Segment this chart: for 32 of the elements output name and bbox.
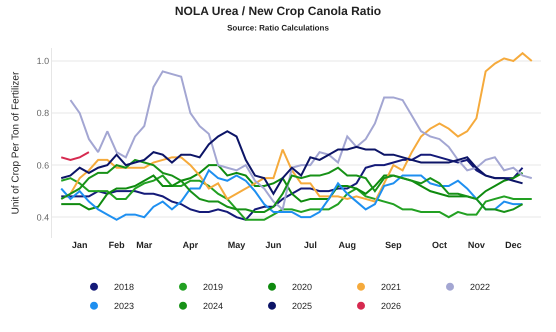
chart-title: NOLA Urea / New Crop Canola Ratio (174, 4, 382, 18)
legend-label: 2023 (114, 301, 134, 312)
y-tick-label: 0.8 (36, 108, 50, 118)
y-tick-label: 1.0 (36, 56, 50, 66)
legend-label: 2021 (381, 282, 402, 292)
x-tick-label: May (228, 240, 246, 250)
x-tick-label: Oct (432, 240, 448, 250)
legend-label: 2022 (470, 282, 490, 292)
line-series (60, 154, 524, 221)
legend-label: 2024 (203, 301, 224, 312)
legend-label: 2019 (203, 282, 224, 292)
x-tick-label: Jul (304, 240, 317, 250)
legend-label: 2026 (381, 301, 402, 312)
x-tick-label: Jan (72, 240, 88, 250)
x-tick-label: Dec (505, 240, 522, 250)
x-tick-label: Aug (338, 240, 356, 250)
legend-label: 2025 (292, 301, 312, 312)
x-tick-label: Sep (385, 240, 402, 250)
x-tick-label: Jun (265, 240, 282, 250)
legend-label: 2020 (292, 282, 312, 292)
line-series (60, 130, 524, 195)
x-tick-label: Apr (182, 240, 199, 250)
line-series (69, 70, 533, 210)
line-series (69, 52, 533, 203)
chart-subtitle: Source: Ratio Calculations (227, 24, 330, 33)
y-axis-title: Unit of Crop Per Ton of Fertilizer (10, 71, 22, 214)
x-tick-label: Nov (468, 240, 485, 250)
x-tick-label: Mar (136, 240, 153, 250)
y-tick-label: 0.6 (36, 160, 50, 170)
legend-label: 2018 (114, 282, 134, 292)
y-tick-label: 0.4 (36, 212, 50, 222)
x-tick-label: Feb (108, 240, 126, 250)
